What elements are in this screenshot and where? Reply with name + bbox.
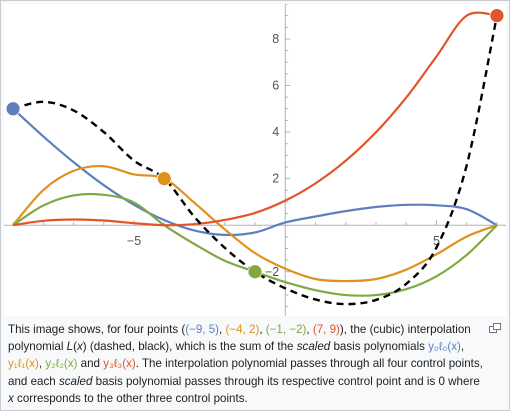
caption-text: and: [77, 357, 104, 371]
chart-svg: −5 5 −2 2 4 6 8: [4, 3, 506, 316]
caption-basis-0: y₀ℓ₀(x): [428, 340, 461, 354]
lagrange-interpolation-chart: −5 5 −2 2 4 6 8: [4, 3, 506, 316]
y-tick-label: 8: [272, 32, 279, 46]
caption-emphasis: scaled: [296, 340, 331, 354]
y-tick-label: 2: [272, 172, 279, 186]
interpolation-polynomial-curve: [12, 15, 499, 306]
caption-basis-1: y₁ℓ₁(x): [8, 357, 39, 371]
y-tick-label: 4: [272, 125, 279, 139]
caption-text: (: [73, 340, 77, 354]
caption-point-3: (−1, −2): [265, 323, 307, 336]
caption-text: basis polynomials: [330, 340, 429, 354]
caption-text: . The interpolation polynomial passes th…: [8, 357, 483, 388]
caption-text: corresponds to the other three control p…: [13, 391, 248, 405]
caption-emphasis: scaled: [58, 374, 93, 388]
control-point: [156, 171, 172, 187]
basis-3-curve: [12, 11, 498, 227]
basis-1-curve: [12, 164, 498, 283]
basis-2-curve: [12, 192, 498, 297]
caption-text: ,: [259, 323, 266, 336]
basis-0-curve: [12, 107, 498, 237]
caption-text: basis polynomial passes through its resp…: [92, 374, 480, 388]
caption-text: ,: [460, 340, 465, 354]
caption-point-1: (−9, 5): [185, 323, 220, 336]
caption-symbol-L: L: [66, 340, 74, 354]
caption-text: ) (dashed, black), which is the sum of t…: [82, 340, 297, 354]
caption-symbol-x: x: [76, 340, 83, 354]
control-point: [247, 264, 263, 280]
control-point: [489, 8, 505, 24]
x-tick-label: −5: [127, 234, 141, 248]
caption-text: ,: [219, 323, 226, 336]
caption-basis-2: y₂ℓ₂(x): [45, 357, 78, 371]
caption-basis-3: y₃ℓ₃(x): [103, 357, 136, 371]
caption-text: This image shows, for four points (: [8, 323, 186, 336]
magnify-clip-icon[interactable]: [489, 320, 501, 333]
caption-symbol-x: x: [8, 391, 14, 405]
caption-point-2: (−4, 2): [225, 323, 260, 336]
caption-text: ,: [306, 323, 313, 336]
image-caption: This image shows, for four points ((−9, …: [8, 321, 486, 407]
y-tick-label: −2: [265, 265, 279, 279]
control-point: [5, 101, 21, 117]
caption-text: ), the (cubic) interpolation polynomial: [8, 323, 471, 354]
caption-point-4: (7, 9): [312, 323, 340, 336]
caption-text: ,: [38, 357, 46, 371]
x-tick-label: 5: [433, 234, 440, 248]
y-tick-label: 6: [272, 78, 279, 92]
